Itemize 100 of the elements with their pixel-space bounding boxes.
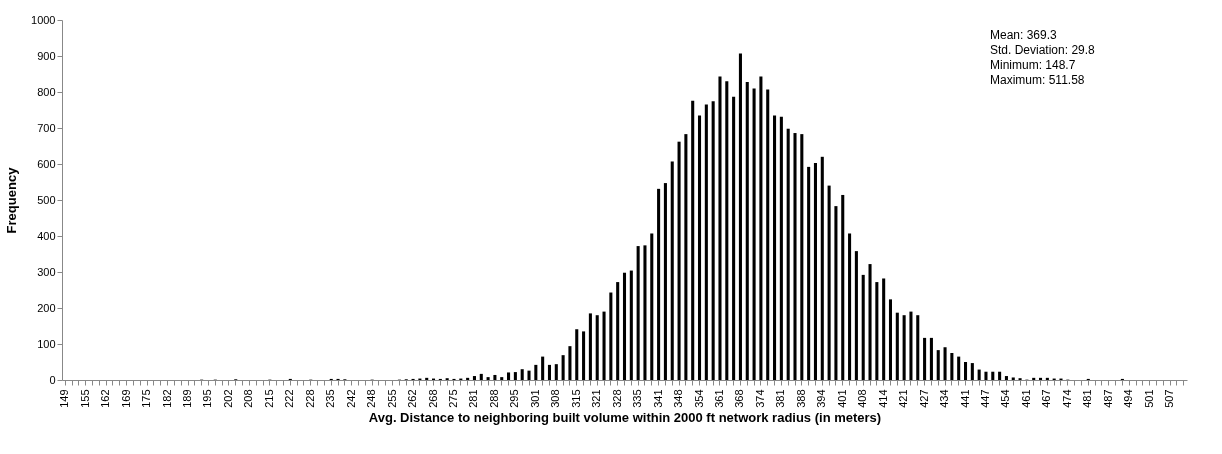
bar: [500, 377, 504, 380]
x-tick-label: 354: [692, 389, 705, 408]
x-tick-label: 467: [1040, 389, 1053, 408]
x-tick-label: 501: [1142, 389, 1155, 408]
x-tick-label: 461: [1019, 389, 1032, 408]
bar: [813, 162, 817, 380]
bar: [486, 377, 490, 380]
bar: [963, 362, 968, 380]
bar: [622, 272, 627, 380]
bar: [527, 370, 531, 380]
x-tick-label: 308: [549, 389, 562, 408]
bar: [582, 331, 586, 380]
bar: [677, 141, 681, 380]
y-tick-label: 800: [37, 85, 56, 98]
bar: [943, 347, 947, 380]
x-tick-label: 507: [1163, 389, 1176, 408]
bar: [554, 364, 558, 380]
bar: [650, 233, 654, 380]
bar: [957, 356, 961, 380]
bar: [588, 313, 592, 380]
annotation: Minimum: 148.7: [990, 57, 1076, 72]
bar: [766, 89, 770, 380]
x-tick-label: 169: [119, 389, 132, 408]
annotation: Mean: 369.3: [990, 27, 1058, 42]
x-tick-label: 288: [487, 389, 500, 408]
x-tick-label: 149: [58, 389, 71, 408]
bar: [609, 292, 613, 380]
x-tick-label: 215: [262, 389, 275, 408]
x-tick-label: 434: [938, 389, 951, 408]
bar: [534, 364, 538, 380]
bar: [991, 371, 995, 380]
bar: [970, 363, 974, 380]
bar: [834, 206, 838, 380]
bar: [793, 133, 797, 380]
y-tick-label: 900: [37, 49, 56, 62]
x-tick-label: 394: [815, 389, 828, 408]
x-tick-label: 295: [508, 389, 521, 408]
x-tick-label: 202: [221, 389, 234, 408]
bar: [657, 188, 661, 380]
x-tick-label: 175: [140, 389, 153, 408]
bar: [513, 372, 517, 380]
bar: [786, 128, 790, 380]
bar: [697, 115, 702, 380]
bar: [568, 346, 572, 380]
x-tick-label: 315: [569, 389, 582, 408]
x-tick-label: 262: [406, 389, 419, 408]
bar: [636, 246, 640, 380]
x-tick-label: 235: [324, 389, 337, 408]
x-tick-label: 328: [610, 389, 623, 408]
bar: [732, 96, 736, 380]
bar: [820, 156, 824, 380]
bar: [752, 88, 756, 380]
bar: [616, 282, 620, 380]
x-tick-label: 228: [303, 389, 316, 408]
bar: [977, 369, 981, 380]
bar: [923, 337, 927, 380]
x-tick-label: 321: [590, 389, 603, 408]
bar: [848, 233, 852, 380]
x-tick-label: 268: [426, 389, 439, 408]
y-tick-label: 0: [49, 373, 56, 386]
bar: [691, 100, 695, 380]
bar: [882, 278, 886, 380]
bar: [998, 371, 1002, 380]
bar: [936, 350, 940, 380]
bar: [888, 299, 893, 380]
x-tick-label: 474: [1060, 389, 1073, 408]
bar: [929, 337, 933, 380]
y-tick-label: 200: [37, 301, 56, 314]
bar: [718, 76, 722, 380]
x-tick-label: 454: [999, 389, 1012, 408]
bar: [684, 134, 688, 380]
x-tick-label: 341: [651, 389, 664, 408]
x-tick-label: 494: [1122, 389, 1135, 408]
bar: [520, 369, 524, 380]
x-tick-label: 195: [201, 389, 214, 408]
x-tick-label: 335: [631, 389, 644, 408]
bar: [472, 376, 476, 380]
x-tick-label: 441: [958, 389, 971, 408]
y-tick-label: 400: [37, 229, 56, 242]
x-tick-label: 275: [446, 389, 459, 408]
bar: [704, 104, 708, 380]
x-tick-label: 348: [672, 389, 685, 408]
x-tick-label: 222: [283, 389, 296, 408]
y-tick-label: 700: [37, 121, 56, 134]
y-tick-label: 500: [37, 193, 56, 206]
bar: [738, 53, 742, 380]
x-tick-label: 301: [528, 389, 541, 408]
bar: [493, 374, 497, 380]
bar: [663, 183, 667, 380]
x-tick-label: 281: [467, 389, 480, 408]
bar: [950, 353, 954, 380]
bar: [759, 76, 763, 380]
x-tick-label: 381: [774, 389, 787, 408]
bar: [909, 311, 913, 380]
x-tick-label: 481: [1081, 389, 1094, 408]
x-tick-label: 487: [1101, 389, 1114, 408]
bar: [541, 356, 545, 380]
bar: [841, 194, 845, 380]
y-tick-label: 600: [37, 157, 56, 170]
bar: [575, 329, 579, 380]
